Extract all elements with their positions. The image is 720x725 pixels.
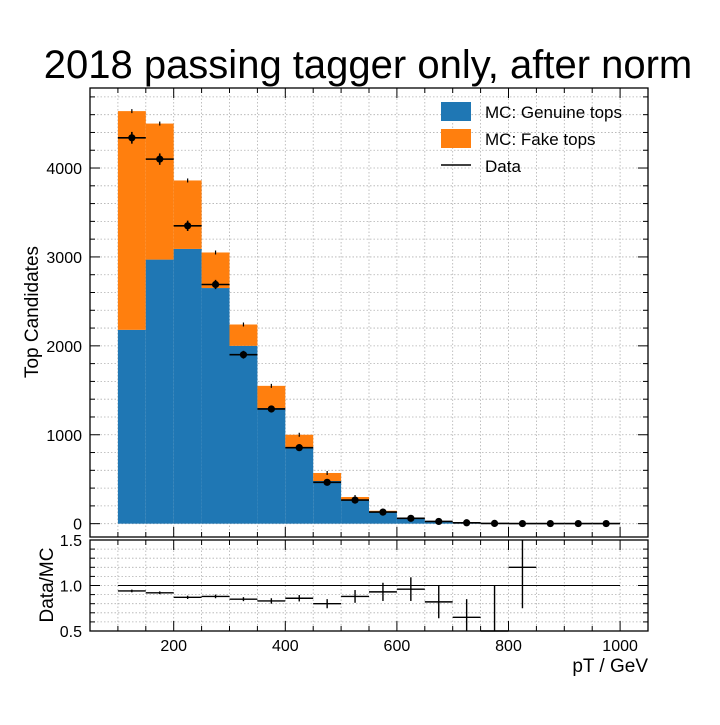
bar-genuine [313,481,341,524]
bar-genuine [174,249,202,524]
ratio-ytick-label: 0.5 [60,624,82,641]
bar-genuine [230,346,258,524]
data-point [407,515,414,522]
data-point [547,520,554,527]
main-ytick-label: 0 [73,517,82,534]
data-point [212,281,219,288]
ratio-ytick-label: 1.5 [60,533,82,550]
bar-fake [146,124,174,260]
legend-label-data: Data [485,157,521,176]
bar-genuine [341,501,369,524]
data-point [156,156,163,163]
bar-fake [174,180,202,248]
data-point [240,351,247,358]
xtick-label: 200 [160,638,187,655]
data-point [603,520,610,527]
legend-label-fake: MC: Fake tops [485,130,596,149]
bar-genuine [285,447,313,523]
ratio-y-axis-label: Data/MC [37,548,58,623]
chart-title: 2018 passing tagger only, after norm [44,43,693,87]
xtick-label: 1000 [602,638,638,655]
data-point [184,222,191,229]
legend-label-genuine: MC: Genuine tops [485,103,622,122]
data-point [128,134,135,141]
bar-genuine [118,330,146,524]
bar-fake [230,325,258,346]
main-y-axis-label: Top Candidates [22,246,43,378]
main-ytick-label: 1000 [46,428,82,445]
main-ytick-label: 3000 [46,250,82,267]
xtick-label: 800 [495,638,522,655]
bar-genuine [257,408,285,524]
main-ytick-label: 4000 [46,161,82,178]
data-point [351,497,358,504]
data-point [463,519,470,526]
legend-swatch-genuine [441,102,471,121]
bar-fake [257,386,285,408]
xtick-label: 400 [272,638,299,655]
data-point [296,444,303,451]
xtick-label: 600 [384,638,411,655]
bar-fake [118,111,146,330]
data-point [575,520,582,527]
data-point [435,518,442,525]
ratio-ytick-label: 1.0 [60,579,82,596]
main-ytick-label: 2000 [46,339,82,356]
data-point [324,479,331,486]
bar-genuine [202,288,230,524]
legend-swatch-fake [441,129,471,148]
legend: MC: Genuine tops MC: Fake tops Data [441,102,622,176]
data-point [491,520,498,527]
data-point [519,520,526,527]
data-point [379,509,386,516]
ratio-ticks: 0.5 1.0 1.5 200 400 600 800 1000 [60,533,648,655]
data-point [268,405,275,412]
bar-genuine [146,260,174,524]
x-axis-label: pT / GeV [572,656,648,677]
